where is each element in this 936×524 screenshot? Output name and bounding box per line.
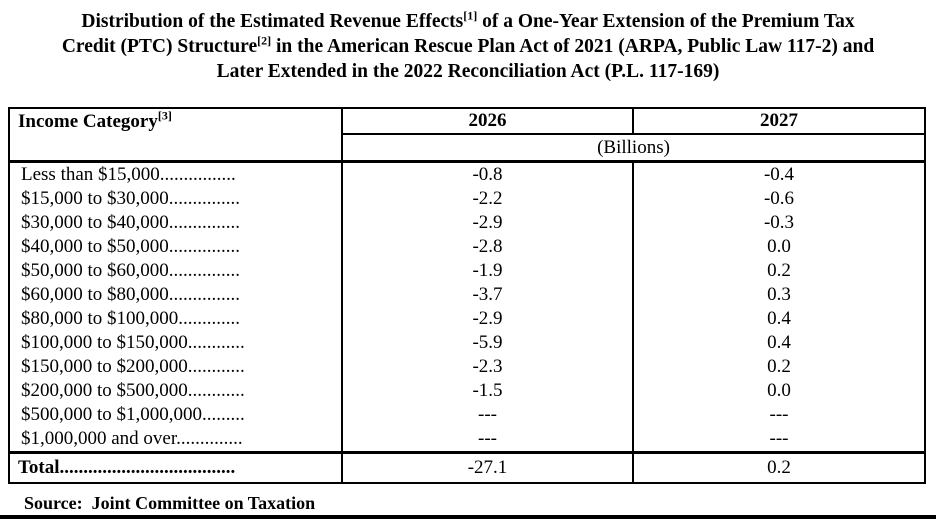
total-2026-cell: -27.1 <box>341 451 633 483</box>
income-label-cell: Less than $15,000................ <box>21 164 236 185</box>
income-label-cell: $40,000 to $50,000............... <box>21 236 241 257</box>
table-row: $100,000 to $150,000............ -5.9 0.… <box>9 331 925 355</box>
value-2026-cell: --- <box>341 427 633 453</box>
value-2026-cell: -1.9 <box>341 259 633 283</box>
value-2026-cell: -1.5 <box>341 379 633 403</box>
value-2027-cell: 0.0 <box>632 379 925 403</box>
value-2026-cell: -3.7 <box>341 283 633 307</box>
title-text: in the American Rescue Plan Act of 2021 … <box>271 36 875 57</box>
income-label-cell: $60,000 to $80,000............... <box>21 284 241 305</box>
revenue-effects-table: Income Category[3] 2026 2027 (Billions) … <box>8 107 926 484</box>
income-label-cell: $150,000 to $200,000............ <box>21 356 245 377</box>
value-2027-cell: 0.4 <box>632 331 925 355</box>
income-category-header-label: Income Category <box>18 111 158 132</box>
income-label-cell: $500,000 to $1,000,000......... <box>21 404 245 425</box>
value-2026-cell: -0.8 <box>341 161 633 187</box>
table-row: $1,000,000 and over.............. --- --… <box>9 427 925 453</box>
table-row: Less than $15,000................ -0.8 -… <box>9 161 925 187</box>
title-line-3: Later Extended in the 2022 Reconciliatio… <box>0 59 936 84</box>
income-label-cell: $15,000 to $30,000............... <box>21 188 241 209</box>
value-2026-cell: -5.9 <box>341 331 633 355</box>
value-2026-cell: -2.2 <box>341 187 633 211</box>
value-2026-cell: -2.9 <box>341 211 633 235</box>
title-text: of a One-Year Extension of the Premium T… <box>477 11 855 32</box>
footnote-ref-1: [1] <box>463 8 478 23</box>
title-line-2: Credit (PTC) Structure[2] in the America… <box>0 34 936 59</box>
units-header: (Billions) <box>341 134 925 163</box>
value-2027-cell: 0.2 <box>632 259 925 283</box>
bottom-rule <box>0 515 936 519</box>
income-category-header: Income Category[3] <box>9 108 342 163</box>
year-2026-header: 2026 <box>341 108 633 135</box>
year-2027-header: 2027 <box>632 108 925 135</box>
value-2026-cell: -2.3 <box>341 355 633 379</box>
table-row: $80,000 to $100,000............. -2.9 0.… <box>9 307 925 331</box>
header-row-years: Income Category[3] 2026 2027 <box>9 108 925 163</box>
title-text: Credit (PTC) Structure <box>61 36 258 57</box>
value-2027-cell: --- <box>632 427 925 453</box>
table-row: $30,000 to $40,000............... -2.9 -… <box>9 211 925 235</box>
value-2027-cell: -0.6 <box>632 187 925 211</box>
value-2026-cell: -2.9 <box>341 307 633 331</box>
table-row: $50,000 to $60,000............... -1.9 0… <box>9 259 925 283</box>
value-2027-cell: 0.4 <box>632 307 925 331</box>
title-text: Distribution of the Estimated Revenue Ef… <box>81 11 464 32</box>
table-row: $15,000 to $30,000............... -2.2 -… <box>9 187 925 211</box>
table-row: $150,000 to $200,000............ -2.3 0.… <box>9 355 925 379</box>
income-label-cell: $30,000 to $40,000............... <box>21 212 241 233</box>
source-note: Source: Joint Committee on Taxation <box>24 493 316 513</box>
value-2026-cell: --- <box>341 403 633 427</box>
title-text: Later Extended in the 2022 Reconciliatio… <box>216 61 720 82</box>
header-row-units: (Billions) <box>9 134 925 163</box>
value-2027-cell: -0.3 <box>632 211 925 235</box>
title-line-1: Distribution of the Estimated Revenue Ef… <box>0 9 936 34</box>
value-2027-cell: 0.0 <box>632 235 925 259</box>
table-row: $200,000 to $500,000............ -1.5 0.… <box>9 379 925 403</box>
value-2027-cell: 0.2 <box>632 355 925 379</box>
footnote-ref-3: [3] <box>157 108 172 123</box>
table-row: $500,000 to $1,000,000......... --- --- <box>9 403 925 427</box>
income-label-cell: $100,000 to $150,000............ <box>21 332 245 353</box>
total-2027-cell: 0.2 <box>632 451 925 483</box>
total-row: Total...................................… <box>9 451 925 483</box>
value-2026-cell: -2.8 <box>341 235 633 259</box>
income-label-cell: $80,000 to $100,000............. <box>21 308 241 329</box>
value-2027-cell: 0.3 <box>632 283 925 307</box>
total-label-cell: Total...................................… <box>9 451 342 483</box>
income-label-cell: $50,000 to $60,000............... <box>21 260 241 281</box>
table-row: $40,000 to $50,000............... -2.8 0… <box>9 235 925 259</box>
income-label-cell: $1,000,000 and over.............. <box>21 428 243 449</box>
value-2027-cell: --- <box>632 403 925 427</box>
table-row: $60,000 to $80,000............... -3.7 0… <box>9 283 925 307</box>
value-2027-cell: -0.4 <box>632 161 925 187</box>
income-label-cell: $200,000 to $500,000............ <box>21 380 245 401</box>
document-title: Distribution of the Estimated Revenue Ef… <box>0 9 936 84</box>
footnote-ref-2: [2] <box>257 33 272 48</box>
